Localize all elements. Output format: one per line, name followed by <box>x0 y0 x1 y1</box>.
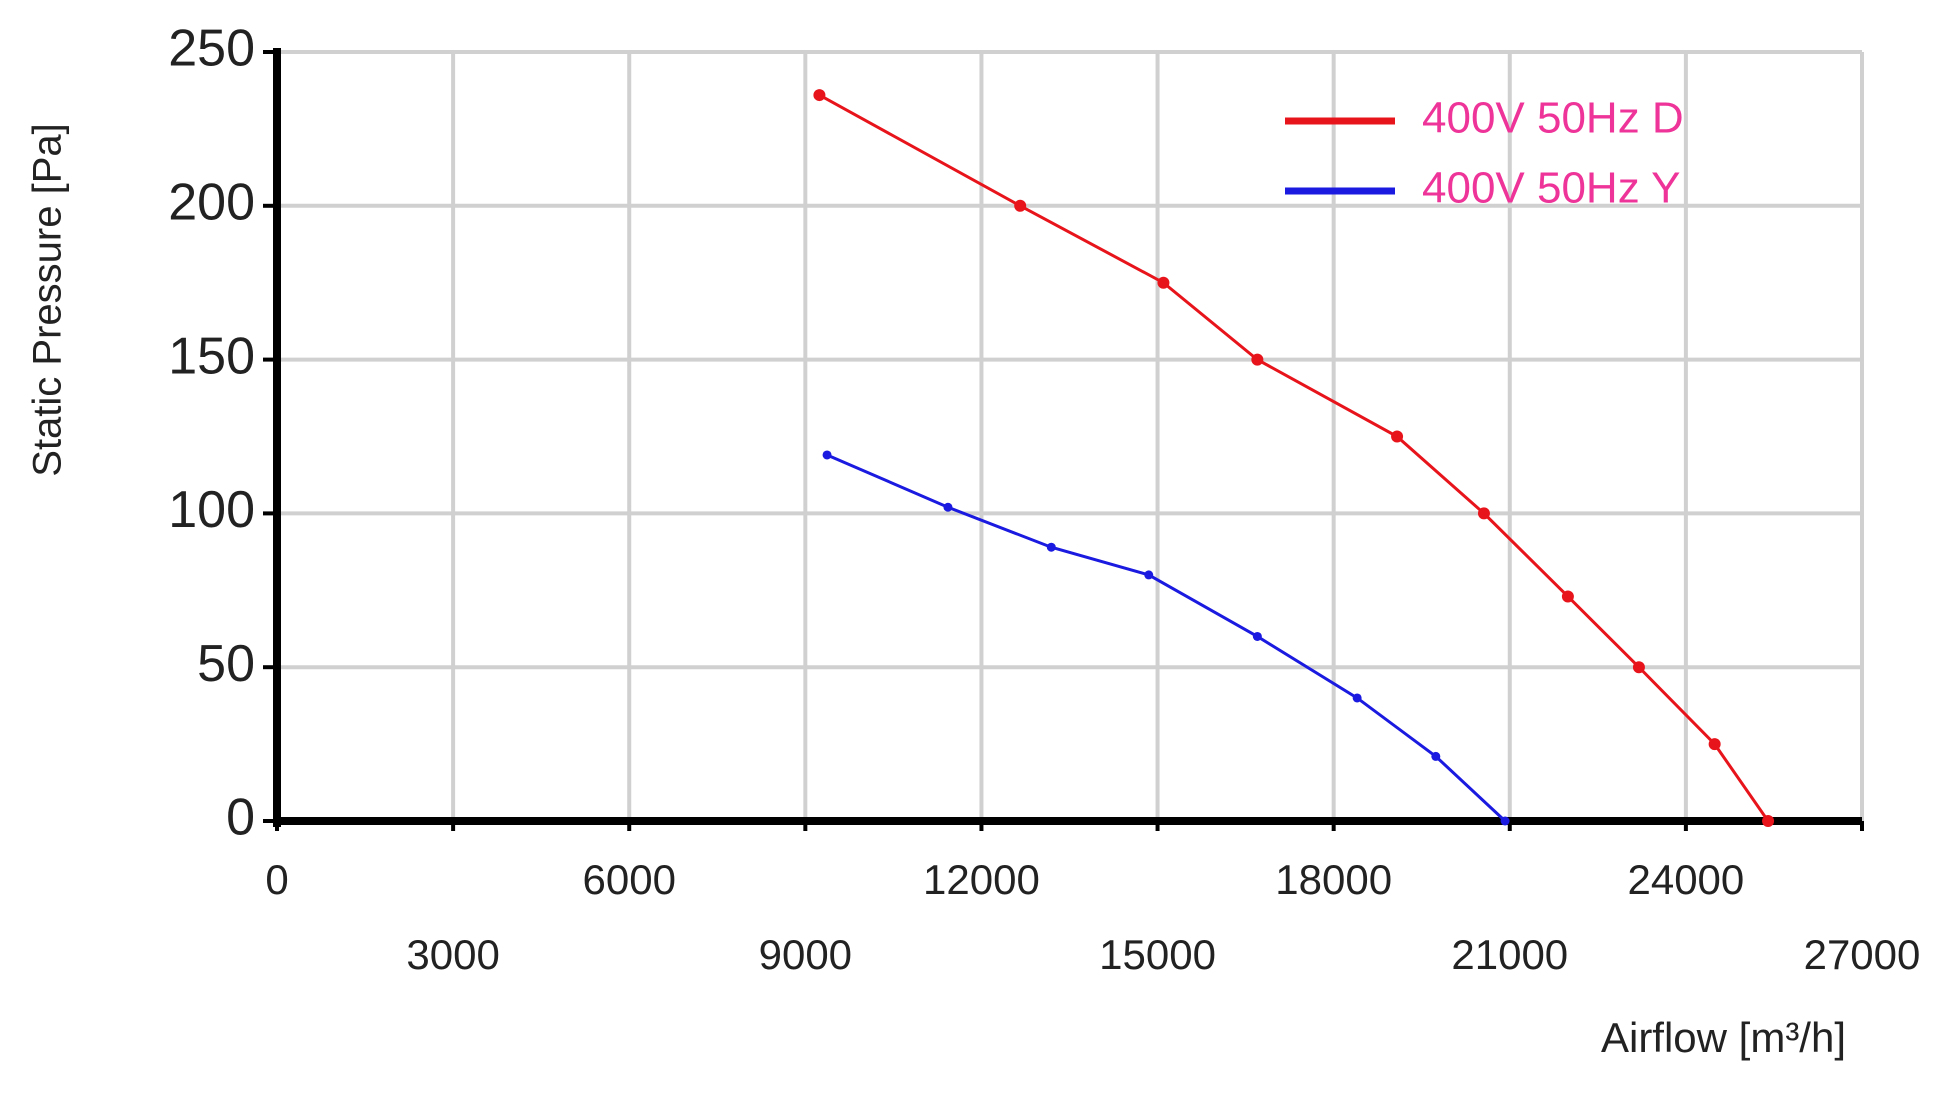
x-tick-label: 27000 <box>1804 931 1921 978</box>
data-point <box>1352 693 1362 703</box>
y-tick-label: 200 <box>168 174 255 232</box>
series-line <box>818 93 1770 822</box>
y-tick-label: 250 <box>168 20 255 78</box>
x-tick-label: 3000 <box>406 931 499 978</box>
data-point <box>1561 590 1574 603</box>
legend-label: 400V 50Hz Y <box>1422 164 1680 213</box>
x-tick-label: 18000 <box>1275 856 1392 903</box>
x-tick-label: 21000 <box>1451 931 1568 978</box>
data-point <box>1762 815 1775 827</box>
data-point <box>1157 276 1170 289</box>
y-axis-title: Static Pressure [Pa] <box>26 123 70 476</box>
x-tick-label: 9000 <box>759 931 852 978</box>
data-point <box>943 502 953 512</box>
data-point <box>1500 816 1510 826</box>
data-point <box>1014 199 1027 212</box>
data-point <box>1391 430 1404 443</box>
y-tick-label: 100 <box>168 481 255 539</box>
data-point <box>1431 751 1441 761</box>
data-point <box>1046 542 1056 552</box>
x-tick-label: 12000 <box>923 856 1040 903</box>
data-point <box>1252 631 1262 641</box>
y-tick-label: 0 <box>226 789 255 847</box>
data-point <box>813 89 826 102</box>
x-tick-label: 24000 <box>1627 856 1744 903</box>
data-point <box>1708 738 1721 751</box>
x-tick-label: 6000 <box>583 856 676 903</box>
data-point <box>1632 661 1645 674</box>
series-line <box>826 453 1507 823</box>
x-tick-label: 0 <box>265 856 288 903</box>
data-point <box>1251 353 1264 366</box>
data-point <box>1477 507 1490 520</box>
y-tick-label: 150 <box>168 327 255 385</box>
x-axis-title: Airflow [m³/h] <box>1601 1014 1846 1061</box>
y-tick-label: 50 <box>197 635 255 693</box>
legend-label: 400V 50Hz D <box>1422 94 1684 143</box>
data-point <box>822 450 832 460</box>
x-tick-label: 15000 <box>1099 931 1216 978</box>
data-point <box>1144 570 1154 580</box>
